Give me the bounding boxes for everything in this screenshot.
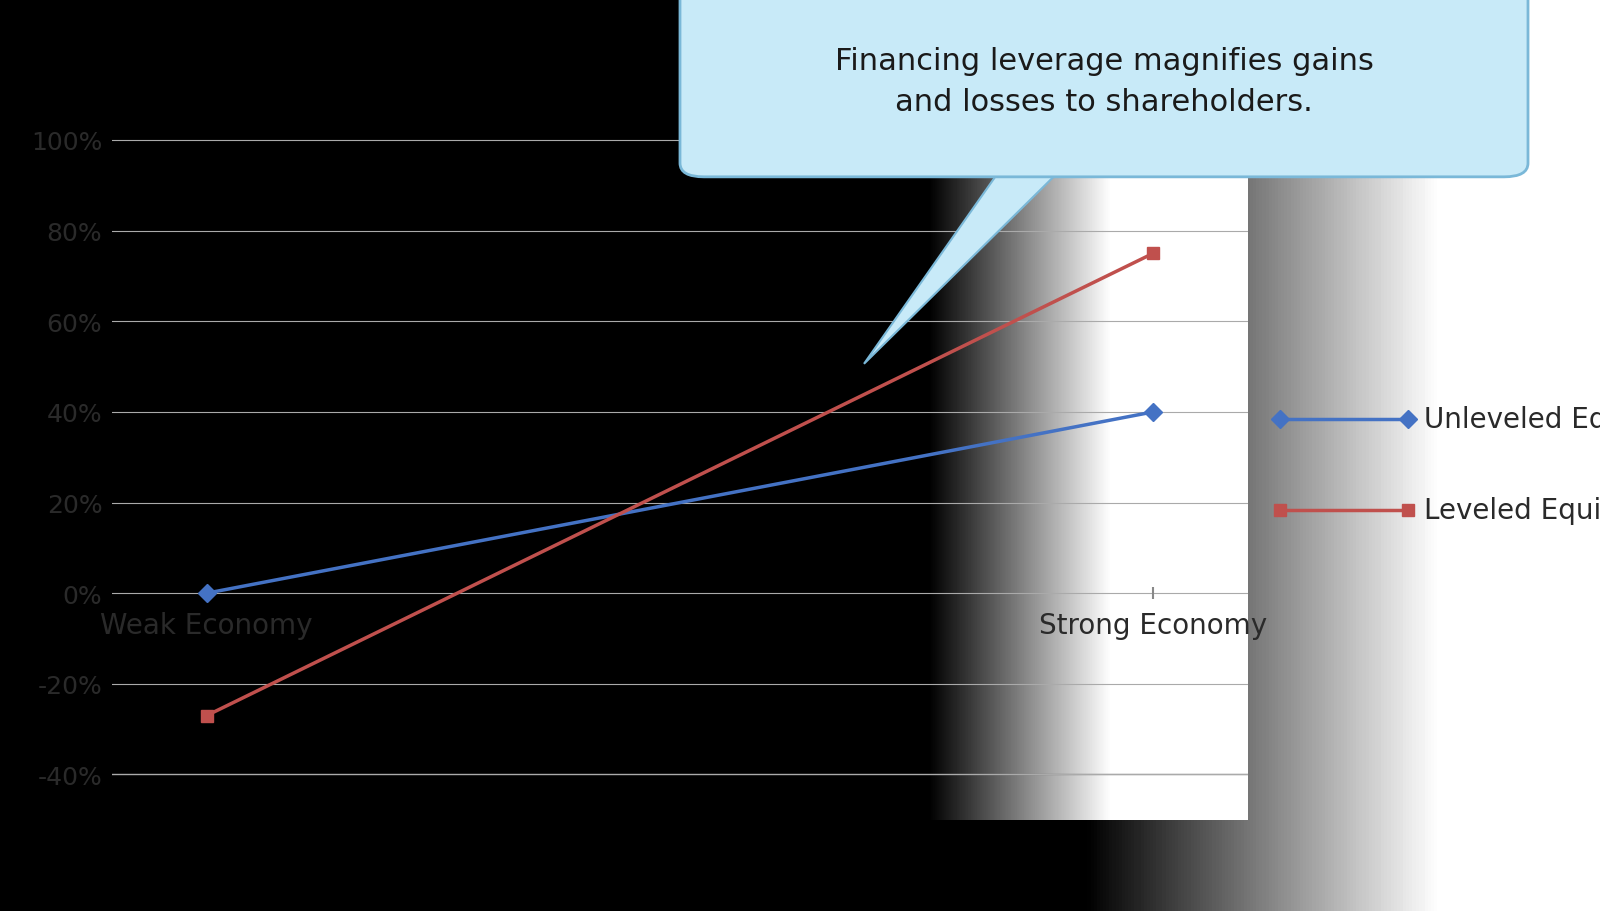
Text: Weak Economy: Weak Economy [101, 611, 314, 640]
Text: Leveled Equity: Leveled Equity [1424, 496, 1600, 524]
Text: Unleveled Equity: Unleveled Equity [1424, 405, 1600, 433]
Text: Financing leverage magnifies gains
and losses to shareholders.: Financing leverage magnifies gains and l… [835, 47, 1373, 117]
Text: Strong Economy: Strong Economy [1040, 611, 1267, 640]
